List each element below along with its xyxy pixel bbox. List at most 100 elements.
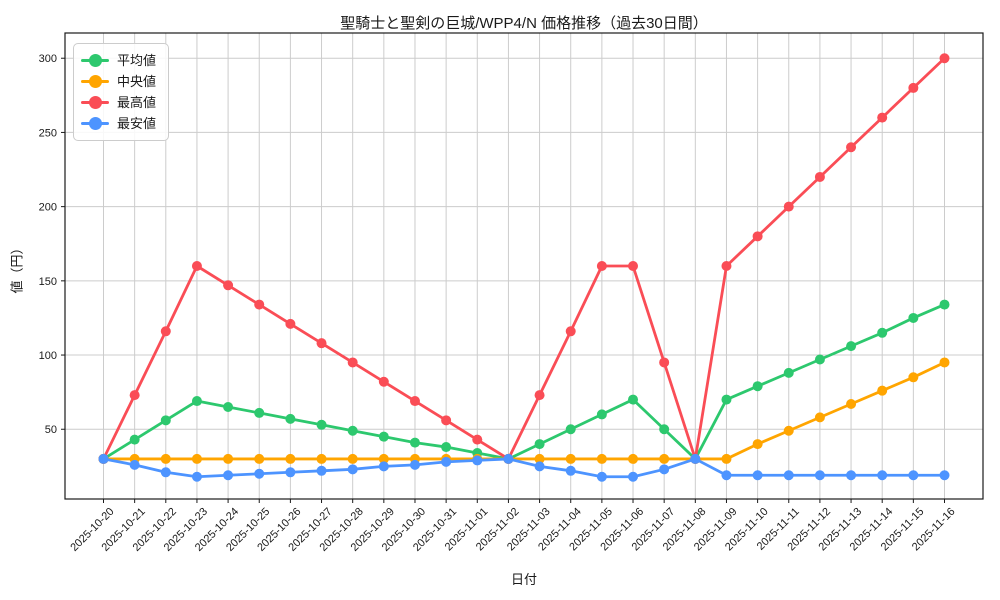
- series-avg-point: [596, 409, 607, 420]
- series-median-point: [378, 453, 389, 464]
- series-min-point: [98, 453, 109, 464]
- series-min-point: [939, 470, 950, 481]
- series-median-point: [160, 453, 171, 464]
- series-max-point: [191, 261, 202, 271]
- series-max-line: [102, 56, 946, 461]
- series-min-point: [814, 470, 825, 481]
- series-max-point: [129, 390, 140, 401]
- series-avg-point: [254, 407, 265, 418]
- axes-frame: [64, 32, 984, 500]
- series-min-point: [877, 470, 888, 481]
- min-line-marker-icon: [81, 117, 109, 130]
- series-median-point: [316, 453, 327, 464]
- series-max-point: [877, 112, 888, 123]
- series-avg-point: [441, 442, 452, 453]
- series-avg-point: [378, 431, 389, 442]
- avg-line-marker-icon: [81, 54, 109, 67]
- series-max-point: [441, 415, 452, 426]
- series-min-point: [628, 471, 639, 482]
- series-max-point: [285, 318, 296, 329]
- series-median-point: [628, 453, 639, 464]
- series-avg-point: [285, 413, 296, 424]
- y-tick-label: 50: [45, 424, 57, 436]
- y-tick-label: 100: [39, 350, 57, 362]
- series-min-point: [472, 455, 483, 466]
- series-median-point: [752, 439, 763, 450]
- legend: 平均値 中央値 最高値 最安値: [73, 43, 169, 141]
- series-min-point: [316, 465, 327, 476]
- series-max-point: [160, 326, 171, 337]
- series-max-point: [721, 261, 732, 271]
- series-min-point: [659, 464, 670, 475]
- legend-item-min: 最安値: [81, 113, 160, 134]
- series-avg-point: [659, 424, 670, 435]
- series-min-line: [102, 457, 946, 479]
- series-median-point: [347, 453, 358, 464]
- series-median-point: [721, 453, 732, 464]
- series-max-point: [378, 376, 389, 387]
- series-max-point: [254, 299, 265, 310]
- legend-item-avg: 平均値: [81, 50, 160, 71]
- series-min-point: [534, 461, 545, 472]
- series-max-point: [409, 396, 420, 407]
- series-max-point: [939, 53, 950, 64]
- series-min-point: [254, 468, 265, 479]
- series-avg-point: [908, 312, 919, 323]
- series-max-point: [628, 261, 639, 271]
- series-min-point: [752, 470, 763, 481]
- series-min-point: [908, 470, 919, 481]
- y-tick-label: 250: [39, 127, 57, 139]
- series-median-point: [534, 453, 545, 464]
- legend-label-median: 中央値: [117, 74, 157, 89]
- series-avg-point: [877, 327, 888, 338]
- series-min-point: [129, 459, 140, 470]
- series-avg-point: [783, 367, 794, 378]
- series-min-point: [285, 467, 296, 478]
- y-tick-label: 200: [39, 202, 57, 214]
- series-min-point: [160, 467, 171, 478]
- series-min-point: [721, 470, 732, 481]
- series-median-point: [285, 453, 296, 464]
- series-median-point: [659, 453, 670, 464]
- series-min-point: [565, 465, 576, 476]
- series-avg-point: [846, 341, 857, 352]
- max-line-marker-icon: [81, 96, 109, 109]
- series-median-point: [254, 453, 265, 464]
- series-median-point: [565, 453, 576, 464]
- legend-item-median: 中央値: [81, 71, 160, 92]
- y-tick-label: 300: [39, 53, 57, 65]
- series-avg-point: [939, 299, 950, 310]
- series-min-point: [191, 471, 202, 482]
- series-avg-point: [534, 439, 545, 450]
- series-avg-point: [316, 419, 327, 430]
- series-max-point: [316, 338, 327, 349]
- series-max-point: [565, 326, 576, 337]
- series-min-point: [441, 456, 452, 467]
- series-max-point: [472, 434, 483, 445]
- series-avg-point: [223, 401, 234, 412]
- series-max-point: [596, 261, 607, 271]
- series-median-point: [783, 425, 794, 436]
- series-max-point: [223, 280, 234, 291]
- series-max-point: [846, 142, 857, 153]
- series-max-point: [752, 231, 763, 242]
- series-avg-point: [409, 437, 420, 448]
- series-median-line: [102, 361, 946, 461]
- series-min-point: [846, 470, 857, 481]
- median-line-marker-icon: [81, 75, 109, 88]
- series-min-point: [409, 459, 420, 470]
- chart-title: 聖騎士と聖剣の巨城/WPP4/N 価格推移（過去30日間）: [340, 15, 708, 32]
- series-median-point: [846, 399, 857, 410]
- x-axis-label: 日付: [510, 572, 537, 587]
- series-median-point: [908, 372, 919, 383]
- series-min-point: [596, 471, 607, 482]
- series-avg-point: [160, 415, 171, 426]
- series-avg-point: [191, 396, 202, 407]
- series-max-point: [659, 357, 670, 368]
- series-median-point: [814, 412, 825, 423]
- series-avg-point: [752, 381, 763, 392]
- series-avg-line: [102, 303, 946, 461]
- series-median-point: [939, 357, 950, 368]
